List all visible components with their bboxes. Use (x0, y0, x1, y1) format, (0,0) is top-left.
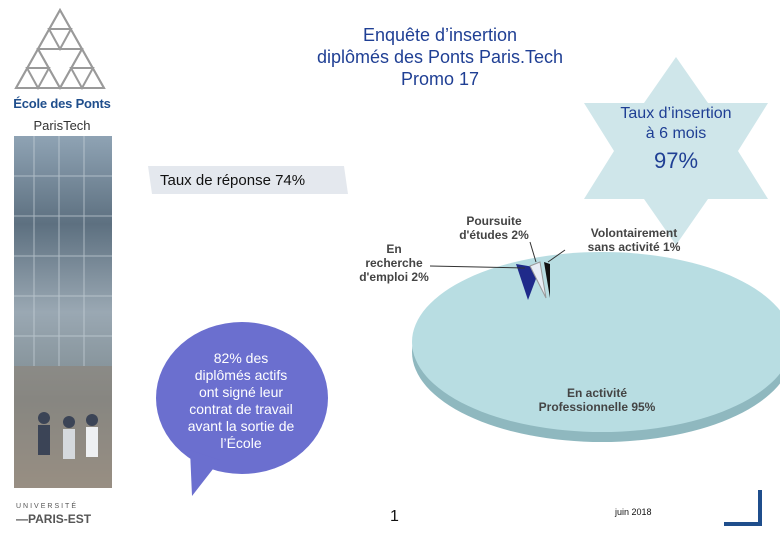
pie-label-recherche-line-1: En (386, 242, 402, 256)
bubble-line-4: contrat de travail (189, 401, 293, 417)
page-number: 1 (390, 508, 399, 525)
pie-label-volontaire-line-2: sans activité 1% (587, 240, 681, 254)
insertion-rate-label-line-1: Taux d’insertion (620, 105, 732, 122)
title-line-2: diplômés des Ponts Paris.Tech (316, 47, 564, 67)
leader-etudes (529, 241, 537, 263)
pie-label-etudes-line-1: Poursuite (466, 214, 522, 228)
corner-bracket-mark (724, 490, 762, 526)
school-name: École des Ponts (13, 96, 111, 111)
pie-label-activite-line-1: En activité (566, 386, 628, 400)
pie-label-recherche-line-3: d'emploi 2% (359, 270, 429, 284)
pie-label-volontaire-line-1: Volontairement (590, 226, 678, 240)
title-line-3: Promo 17 (400, 69, 480, 89)
title-line-1: Enquête d’insertion (362, 25, 518, 45)
bubble-line-5: avant la sortie de (187, 418, 295, 434)
pie-label-recherche-line-2: recherche (365, 256, 423, 270)
page-title: Enquête d’insertion diplômés des Ponts P… (250, 24, 630, 90)
response-rate-box (148, 166, 348, 194)
pie-slice-activite (412, 252, 780, 432)
response-rate-label: Taux de réponse 74% (160, 172, 306, 189)
star-shape (584, 57, 768, 245)
insertion-rate-value: 97% (653, 148, 699, 173)
insertion-pie-chart (412, 241, 780, 442)
bubble-line-2: diplômés actifs (194, 367, 288, 383)
bubble-line-6: l’École (220, 435, 262, 451)
school-subtitle: ParisTech (33, 118, 91, 133)
insertion-rate-label: Taux d’insertion à 6 mois (592, 104, 760, 144)
leader-volontaire (547, 249, 566, 263)
pie-slice-etudes (529, 261, 547, 299)
pie-label-recherche: En recherche d'emploi 2% (352, 242, 436, 284)
building-photo (14, 136, 112, 488)
university-logo-top: UNIVERSITÉ (16, 503, 79, 510)
pie-slice-volontaire (544, 262, 550, 298)
school-logo-triangle (14, 8, 106, 90)
pie-label-etudes-line-2: d'études 2% (459, 228, 529, 242)
bubble-text: 82% des diplômés actifs ont signé leur c… (170, 350, 312, 452)
leader-recherche (429, 265, 526, 269)
insertion-rate-label-line-2: à 6 mois (645, 125, 707, 142)
bubble-line-3: ont signé leur (198, 384, 284, 400)
pie-label-activite-line-2: Professionnelle 95% (538, 400, 656, 414)
university-logo-bottom: —PARIS-EST (16, 512, 92, 526)
pie-label-activite: En activité Professionnelle 95% (532, 386, 662, 414)
bubble-line-1: 82% des (213, 350, 269, 366)
speech-bubble (156, 322, 328, 496)
pie-label-volontaire: Volontairement sans activité 1% (576, 226, 692, 254)
pie-label-etudes: Poursuite d'études 2% (450, 214, 538, 242)
footer-date: juin 2018 (615, 507, 652, 517)
